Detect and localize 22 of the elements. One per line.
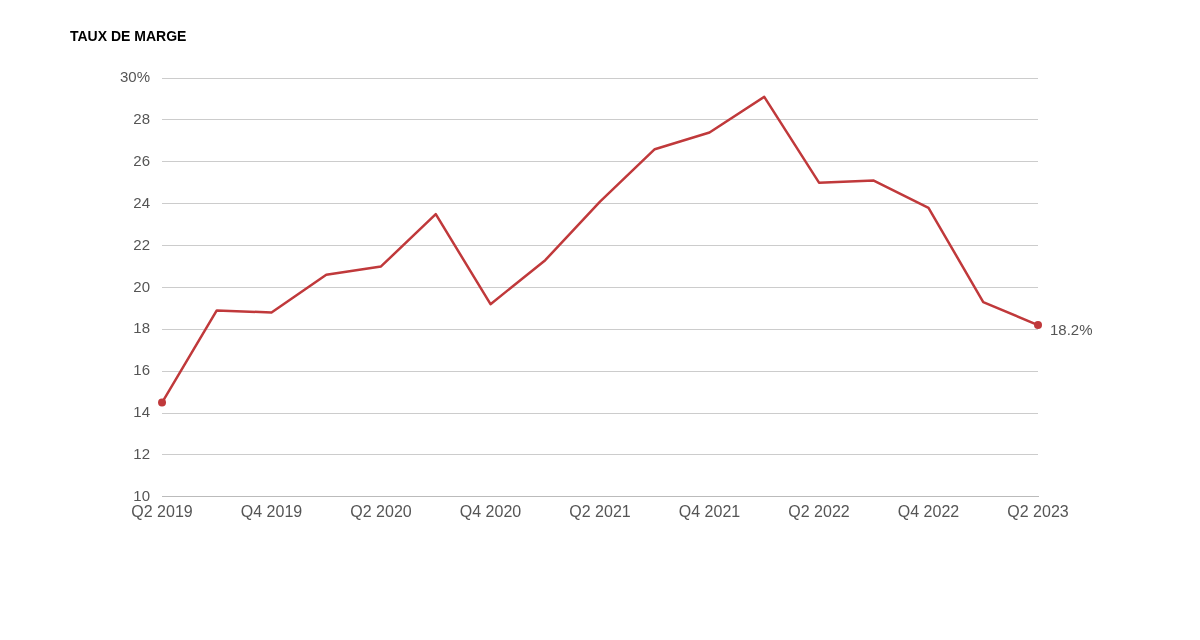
y-tick-label: 20 [133, 277, 151, 295]
x-tick-label: Q4 2022 [897, 502, 960, 520]
y-tick-label: 14 [133, 403, 151, 421]
x-tick-label: Q2 2021 [569, 502, 631, 520]
y-tick-label: 16 [133, 361, 151, 379]
x-tick-label: Q2 2020 [350, 502, 412, 520]
y-tick-label: 12 [133, 445, 151, 463]
x-tick-label: Q4 2021 [678, 502, 741, 520]
chart-title: TAUX DE MARGE [70, 28, 187, 44]
y-tick-label: 26 [133, 151, 151, 169]
y-tick-label: 22 [133, 235, 151, 253]
y-tick-label: 10 [133, 486, 151, 504]
x-tick-label: Q4 2019 [240, 502, 303, 520]
y-tick-label: 18 [133, 319, 151, 337]
x-tick-label: Q4 2020 [459, 502, 522, 520]
x-tick-label: Q2 2022 [788, 502, 850, 520]
y-tick-label: 30% [119, 68, 151, 86]
y-tick-label: 24 [133, 193, 151, 211]
x-tick-label: Q2 2019 [131, 502, 193, 520]
annotation: 18.2% [1050, 321, 1093, 339]
x-tick-label: Q2 2023 [1007, 502, 1069, 520]
y-tick-label: 28 [133, 110, 151, 128]
